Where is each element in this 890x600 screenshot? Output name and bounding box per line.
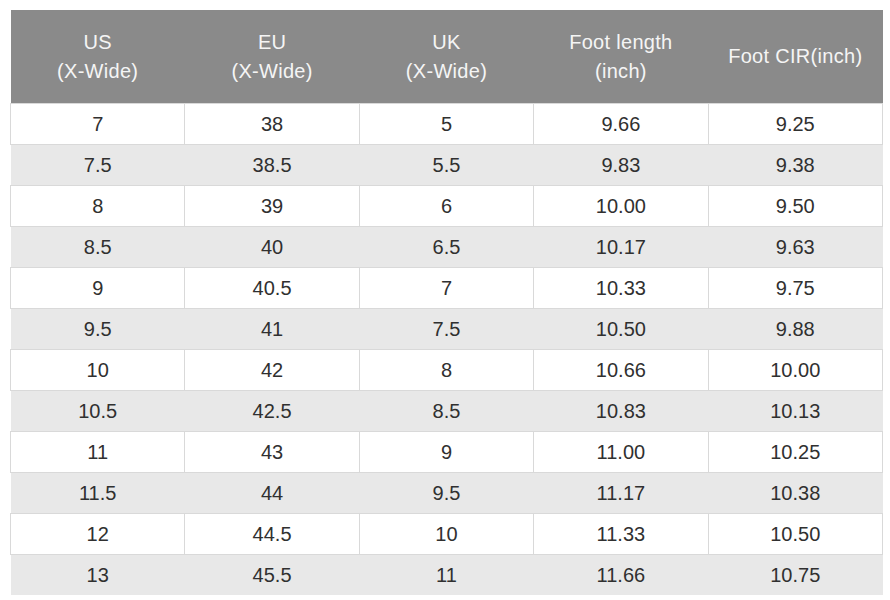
- table-cell: 8: [11, 186, 185, 227]
- table-row: 1345.51111.6610.75: [11, 555, 883, 596]
- table-row: 1042810.6610.00: [11, 350, 883, 391]
- table-cell: 10.66: [534, 350, 708, 391]
- table-cell: 11.33: [534, 514, 708, 555]
- table-cell: 11: [11, 432, 185, 473]
- table-cell: 41: [185, 309, 359, 350]
- table-cell: 12: [11, 514, 185, 555]
- table-cell: 10.00: [534, 186, 708, 227]
- table-cell: 10.83: [534, 391, 708, 432]
- table-cell: 42.5: [185, 391, 359, 432]
- table-cell: 9.83: [534, 145, 708, 186]
- table-cell: 8.5: [359, 391, 533, 432]
- table-row: 7.538.55.59.839.38: [11, 145, 883, 186]
- table-cell: 38: [185, 104, 359, 145]
- table-cell: 9.25: [708, 104, 882, 145]
- table-cell: 40: [185, 227, 359, 268]
- table-body: 73859.669.257.538.55.59.839.38839610.009…: [11, 104, 883, 596]
- table-cell: 5.5: [359, 145, 533, 186]
- table-row: 1143911.0010.25: [11, 432, 883, 473]
- table-header: US(X-Wide)EU(X-Wide)UK(X-Wide)Foot lengt…: [11, 10, 883, 104]
- table-row: 10.542.58.510.8310.13: [11, 391, 883, 432]
- table-cell: 11.66: [534, 555, 708, 596]
- table-cell: 9: [359, 432, 533, 473]
- table-cell: 39: [185, 186, 359, 227]
- column-header-foot-length: Foot length(inch): [534, 10, 708, 104]
- column-header-eu: EU(X-Wide): [185, 10, 359, 104]
- table-cell: 8: [359, 350, 533, 391]
- column-header-uk: UK(X-Wide): [359, 10, 533, 104]
- table-row: 9.5417.510.509.88: [11, 309, 883, 350]
- table-row: 11.5449.511.1710.38: [11, 473, 883, 514]
- table-cell: 43: [185, 432, 359, 473]
- table-cell: 11: [359, 555, 533, 596]
- table-cell: 9: [11, 268, 185, 309]
- table-row: 8.5406.510.179.63: [11, 227, 883, 268]
- table-cell: 10.17: [534, 227, 708, 268]
- table-cell: 11.5: [11, 473, 185, 514]
- table-cell: 9.5: [11, 309, 185, 350]
- table-cell: 7.5: [11, 145, 185, 186]
- table-cell: 9.5: [359, 473, 533, 514]
- table-cell: 10: [359, 514, 533, 555]
- table-cell: 9.63: [708, 227, 882, 268]
- table-cell: 10.38: [708, 473, 882, 514]
- table-cell: 10.13: [708, 391, 882, 432]
- table-cell: 5: [359, 104, 533, 145]
- table-row: 839610.009.50: [11, 186, 883, 227]
- column-header-us: US(X-Wide): [11, 10, 185, 104]
- header-row: US(X-Wide)EU(X-Wide)UK(X-Wide)Foot lengt…: [11, 10, 883, 104]
- table-row: 1244.51011.3310.50: [11, 514, 883, 555]
- table-cell: 9.38: [708, 145, 882, 186]
- table-cell: 13: [11, 555, 185, 596]
- table-cell: 11.00: [534, 432, 708, 473]
- table-cell: 9.66: [534, 104, 708, 145]
- table-cell: 10.50: [708, 514, 882, 555]
- table-cell: 10.75: [708, 555, 882, 596]
- table-cell: 7: [359, 268, 533, 309]
- table-cell: 10.50: [534, 309, 708, 350]
- column-header-foot-cir: Foot CIR(inch): [708, 10, 882, 104]
- size-chart-table: US(X-Wide)EU(X-Wide)UK(X-Wide)Foot lengt…: [10, 10, 883, 595]
- table-cell: 10.00: [708, 350, 882, 391]
- table-cell: 45.5: [185, 555, 359, 596]
- table-cell: 11.17: [534, 473, 708, 514]
- table-cell: 10.33: [534, 268, 708, 309]
- table-cell: 9.88: [708, 309, 882, 350]
- table-cell: 10: [11, 350, 185, 391]
- table-cell: 44: [185, 473, 359, 514]
- table-cell: 9.50: [708, 186, 882, 227]
- table-cell: 9.75: [708, 268, 882, 309]
- table-cell: 42: [185, 350, 359, 391]
- table-cell: 10.25: [708, 432, 882, 473]
- table-cell: 6.5: [359, 227, 533, 268]
- table-cell: 44.5: [185, 514, 359, 555]
- table-cell: 8.5: [11, 227, 185, 268]
- table-cell: 6: [359, 186, 533, 227]
- size-chart-container: US(X-Wide)EU(X-Wide)UK(X-Wide)Foot lengt…: [10, 10, 883, 595]
- table-row: 940.5710.339.75: [11, 268, 883, 309]
- table-row: 73859.669.25: [11, 104, 883, 145]
- table-cell: 7: [11, 104, 185, 145]
- table-cell: 38.5: [185, 145, 359, 186]
- table-cell: 40.5: [185, 268, 359, 309]
- table-cell: 10.5: [11, 391, 185, 432]
- table-cell: 7.5: [359, 309, 533, 350]
